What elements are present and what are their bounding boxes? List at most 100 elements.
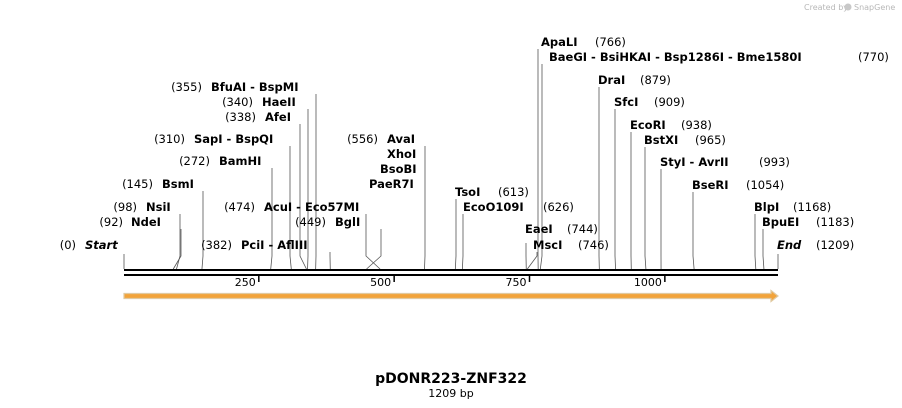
site-leader-line — [176, 214, 181, 270]
site-leader-line — [270, 168, 273, 270]
site-leader-line — [754, 214, 757, 270]
site-position: (770) — [858, 50, 889, 64]
site-name: BaeGI - BsiHKAI - Bsp1286I - Bme1580I — [549, 50, 802, 64]
scale-tick-label: 1000 — [634, 276, 662, 289]
site-start[interactable]: (0) Start — [60, 238, 119, 252]
site-paer7i[interactable]: PaeR7I — [369, 177, 414, 191]
site-position: (0) — [60, 238, 76, 252]
site-position: (1054) — [746, 178, 784, 192]
site-acui[interactable]: (474) AcuI - Eco57MI — [224, 200, 359, 214]
site-position: (938) — [681, 118, 712, 132]
site-pcii[interactable]: (382) PciI - AflIII — [201, 238, 307, 252]
site-eaei[interactable]: (744) EaeI — [525, 222, 598, 236]
watermark-brand: SnapGene — [854, 3, 895, 12]
site-nsii[interactable]: (98) NsiI — [113, 200, 170, 214]
site-leader-line — [527, 252, 538, 270]
site-drai[interactable]: (879) DraI — [598, 73, 671, 87]
site-ecori[interactable]: (938) EcoRI — [630, 118, 712, 132]
site-name: BglI — [335, 215, 360, 229]
site-end[interactable]: (1209) End — [777, 238, 854, 252]
sequence-backbone — [124, 269, 778, 276]
site-name: SfcI — [614, 95, 638, 109]
site-name: End — [777, 238, 802, 252]
site-name: DraI — [598, 73, 625, 87]
site-name: NdeI — [131, 215, 161, 229]
site-name: BsoBI — [380, 162, 417, 176]
orf-arrow-shape[interactable] — [123, 289, 779, 303]
site-leader-line — [762, 229, 765, 270]
site-name: EaeI — [525, 222, 553, 236]
site-name: BseRI — [692, 178, 729, 192]
site-bpuei[interactable]: (1183) BpuEI — [762, 215, 854, 229]
site-position: (879) — [640, 73, 671, 87]
site-position: (355) — [171, 80, 202, 94]
site-position: (1209) — [816, 238, 854, 252]
site-styi[interactable]: (993) StyI - AvrII — [660, 155, 790, 169]
site-name: EcoO109I — [463, 200, 524, 214]
site-leader-line — [692, 192, 695, 270]
plasmid-length: 1209 bp — [428, 387, 473, 400]
site-bamhi[interactable]: (272) BamHI — [179, 154, 261, 168]
site-labels: (0) Start (92) NdeI(98) NsiI (145) BsmI (272) Ba… — [60, 35, 889, 252]
site-name: BsmI — [162, 177, 194, 191]
site-position: (766) — [595, 35, 626, 49]
site-bsobi[interactable]: BsoBI — [380, 162, 417, 176]
site-position: (474) — [224, 200, 255, 214]
site-haeii[interactable]: (340) HaeII — [222, 95, 296, 109]
site-name: MscI — [533, 238, 562, 252]
site-name: PaeR7I — [369, 177, 414, 191]
site-blpi[interactable]: (1168) BlpI — [754, 200, 831, 214]
site-name: BstXI — [644, 133, 678, 147]
site-name: BamHI — [219, 154, 261, 168]
site-msci[interactable]: (746) MscI — [533, 238, 609, 252]
site-name: ApaLI — [541, 35, 578, 49]
site-avai[interactable]: (556) AvaI — [347, 132, 415, 146]
site-xhoi[interactable]: XhoI — [387, 147, 416, 161]
site-leader-line — [366, 229, 382, 270]
leader-lines — [123, 49, 779, 270]
site-leader-line — [172, 229, 182, 270]
site-bfuai[interactable]: (355) BfuAI - BspMI — [171, 80, 298, 94]
site-position: (145) — [122, 177, 153, 191]
site-bsmi[interactable]: (145) BsmI — [122, 177, 194, 191]
plasmid-title: pDONR223-ZNF322 — [375, 371, 527, 387]
site-leader-line — [424, 146, 426, 270]
site-leader-line — [365, 214, 381, 270]
site-ndei[interactable]: (92) NdeI — [99, 215, 161, 229]
site-tsoi[interactable]: (613) TsoI — [455, 185, 529, 199]
site-bseri[interactable]: (1054) BseRI — [692, 178, 784, 192]
site-bstxi[interactable]: (965) BstXI — [644, 133, 726, 147]
site-sfci[interactable]: (909) SfcI — [614, 95, 685, 109]
site-ecoo109i[interactable]: (626) EcoO109I — [463, 200, 574, 214]
site-afei[interactable]: (338) AfeI — [225, 110, 291, 124]
site-name: BfuAI - BspMI — [211, 80, 298, 94]
site-position: (338) — [225, 110, 256, 124]
site-leader-line — [539, 64, 543, 270]
watermark: Created by SnapGene — [804, 3, 895, 12]
site-name: HaeII — [262, 95, 296, 109]
site-apali[interactable]: (766) ApaLI — [541, 35, 626, 49]
site-bgli[interactable]: (449) BglI — [295, 215, 360, 229]
site-sapi[interactable]: (310) SapI - BspQI — [154, 132, 273, 146]
site-name: TsoI — [455, 185, 480, 199]
orf-feature-arrow[interactable] — [123, 289, 779, 303]
site-position: (310) — [154, 132, 185, 146]
site-position: (556) — [347, 132, 378, 146]
site-leader-line — [201, 191, 204, 270]
site-position: (1168) — [793, 200, 831, 214]
site-name: AfeI — [265, 110, 291, 124]
site-position: (98) — [113, 200, 137, 214]
site-position: (340) — [222, 95, 253, 109]
site-leader-line — [644, 147, 647, 270]
site-leader-line — [461, 214, 464, 270]
site-position: (909) — [654, 95, 685, 109]
scale-tick-label: 250 — [235, 276, 256, 289]
site-name: AvaI — [387, 132, 415, 146]
site-position: (449) — [295, 215, 326, 229]
site-name: Start — [85, 238, 118, 252]
snapgene-logo-icon — [844, 3, 852, 11]
site-position: (382) — [201, 238, 232, 252]
site-baegi[interactable]: (770) BaeGI - BsiHKAI - Bsp1286I - Bme158… — [549, 50, 889, 64]
site-name: BlpI — [754, 200, 779, 214]
